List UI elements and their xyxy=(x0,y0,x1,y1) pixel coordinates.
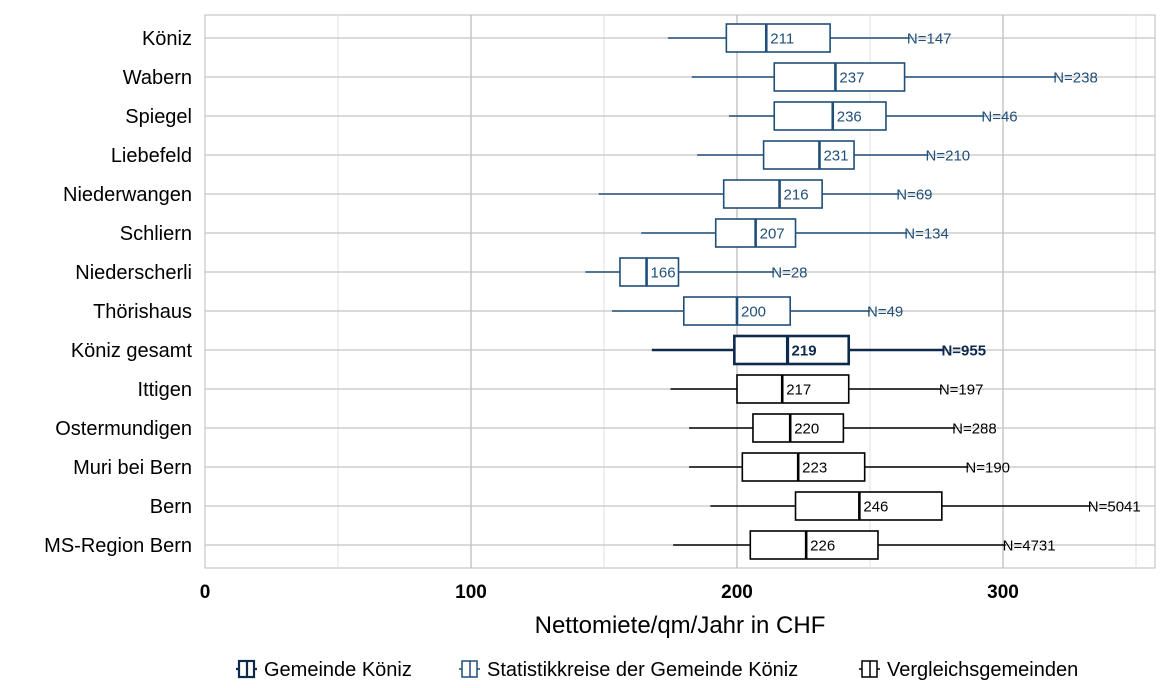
n-label: N=288 xyxy=(952,421,997,438)
n-label: N=190 xyxy=(965,460,1010,477)
n-label: N=197 xyxy=(939,382,984,399)
x-tick-label: 0 xyxy=(200,582,211,603)
category-label: Muri bei Bern xyxy=(73,457,192,479)
x-tick-label: 100 xyxy=(455,582,487,603)
category-label: Liebefeld xyxy=(111,145,192,167)
median-label: 236 xyxy=(837,109,862,126)
legend-label: Vergleichsgemeinden xyxy=(887,659,1078,681)
box-iqr xyxy=(725,23,831,53)
box-bern: 246 N=5041 xyxy=(710,491,1141,521)
box-iqr xyxy=(752,413,845,443)
box-iqr xyxy=(773,101,887,131)
n-label: N=49 xyxy=(867,304,903,321)
box-schliern: 207 N=134 xyxy=(641,218,949,248)
box-iqr xyxy=(773,62,906,92)
median-label: 226 xyxy=(810,538,835,555)
x-axis-title: Nettomiete/qm/Jahr in CHF xyxy=(535,612,826,639)
box-iqr xyxy=(736,374,850,404)
n-label: N=210 xyxy=(926,148,971,165)
box-iqr xyxy=(722,179,823,209)
category-label: Niederwangen xyxy=(63,184,192,206)
box-k-niz: 211 N=147 xyxy=(667,23,952,53)
x-tick-label: 300 xyxy=(987,582,1019,603)
n-label: N=46 xyxy=(981,109,1017,126)
legend: Gemeinde Köniz Statistikkreise der Gemein… xyxy=(236,659,1078,681)
box-niederscherli: 166 N=28 xyxy=(585,257,808,287)
category-label: Köniz gesamt xyxy=(71,340,193,362)
category-labels: Köniz Wabern Spiegel Liebefeld Niederwangen S… xyxy=(44,28,192,557)
n-label: N=5041 xyxy=(1088,499,1141,516)
n-label: N=238 xyxy=(1053,70,1098,87)
box-wabern: 237 N=238 xyxy=(691,62,1098,92)
box-niederwangen: 216 N=69 xyxy=(598,179,933,209)
median-label: 231 xyxy=(823,148,848,165)
median-label: 219 xyxy=(792,343,817,360)
legend-key-2 xyxy=(859,660,880,678)
n-label: N=28 xyxy=(771,265,807,282)
median-label: 223 xyxy=(802,460,827,477)
plot-background xyxy=(204,14,1156,569)
box-iqr xyxy=(733,334,851,366)
n-label: N=147 xyxy=(907,31,952,48)
box-spiegel: 236 N=46 xyxy=(729,101,1018,131)
median-label: 211 xyxy=(770,31,794,48)
box-liebefeld: 231 N=210 xyxy=(697,140,971,170)
legend-label: Statistikkreise der Gemeinde Köniz xyxy=(487,659,798,681)
boxes: 211 N=147 237 N=238 236 N=46 231 N=210 216 N=69 20… xyxy=(585,23,1141,560)
median-label: 166 xyxy=(651,265,676,282)
median-label: 237 xyxy=(839,70,864,87)
n-label: N=134 xyxy=(904,226,949,243)
median-label: 217 xyxy=(786,382,811,399)
n-label: N=4731 xyxy=(1003,538,1056,555)
n-label: N=955 xyxy=(941,343,986,360)
category-label: Ittigen xyxy=(138,379,192,401)
box-ostermundigen: 220 N=288 xyxy=(689,413,997,443)
median-label: 246 xyxy=(863,499,888,516)
category-label: Niederscherli xyxy=(75,262,192,284)
box-iqr xyxy=(762,140,855,170)
box-iqr xyxy=(619,257,680,287)
n-label: N=69 xyxy=(896,187,932,204)
box-iqr xyxy=(749,530,879,560)
category-label: Thörishaus xyxy=(93,301,192,323)
category-label: Spiegel xyxy=(125,106,192,128)
category-label: MS-Region Bern xyxy=(44,535,192,557)
box-ittigen: 217 N=197 xyxy=(670,374,984,404)
box-th-rishaus: 200 N=49 xyxy=(611,296,903,326)
median-label: 207 xyxy=(760,226,785,243)
x-tick-label: 200 xyxy=(721,582,753,603)
box-k-niz-gesamt: 219 N=955 xyxy=(651,334,986,366)
median-label: 220 xyxy=(794,421,819,438)
x-axis-ticks: 0 100 200 300 xyxy=(200,582,1019,603)
legend-label: Gemeinde Köniz xyxy=(264,659,412,681)
box-iqr xyxy=(794,491,943,521)
legend-key-0 xyxy=(236,659,257,679)
category-label: Köniz xyxy=(142,28,192,50)
median-label: 200 xyxy=(741,304,766,321)
median-label: 216 xyxy=(784,187,809,204)
box-iqr xyxy=(741,452,866,482)
category-label: Schliern xyxy=(120,223,192,245)
category-label: Bern xyxy=(150,496,192,518)
box-muri-bei-bern: 223 N=190 xyxy=(689,452,1010,482)
box-ms-region-bern: 226 N=4731 xyxy=(673,530,1056,560)
category-label: Ostermundigen xyxy=(55,418,192,440)
legend-key-1 xyxy=(459,660,480,678)
category-label: Wabern xyxy=(123,67,192,89)
